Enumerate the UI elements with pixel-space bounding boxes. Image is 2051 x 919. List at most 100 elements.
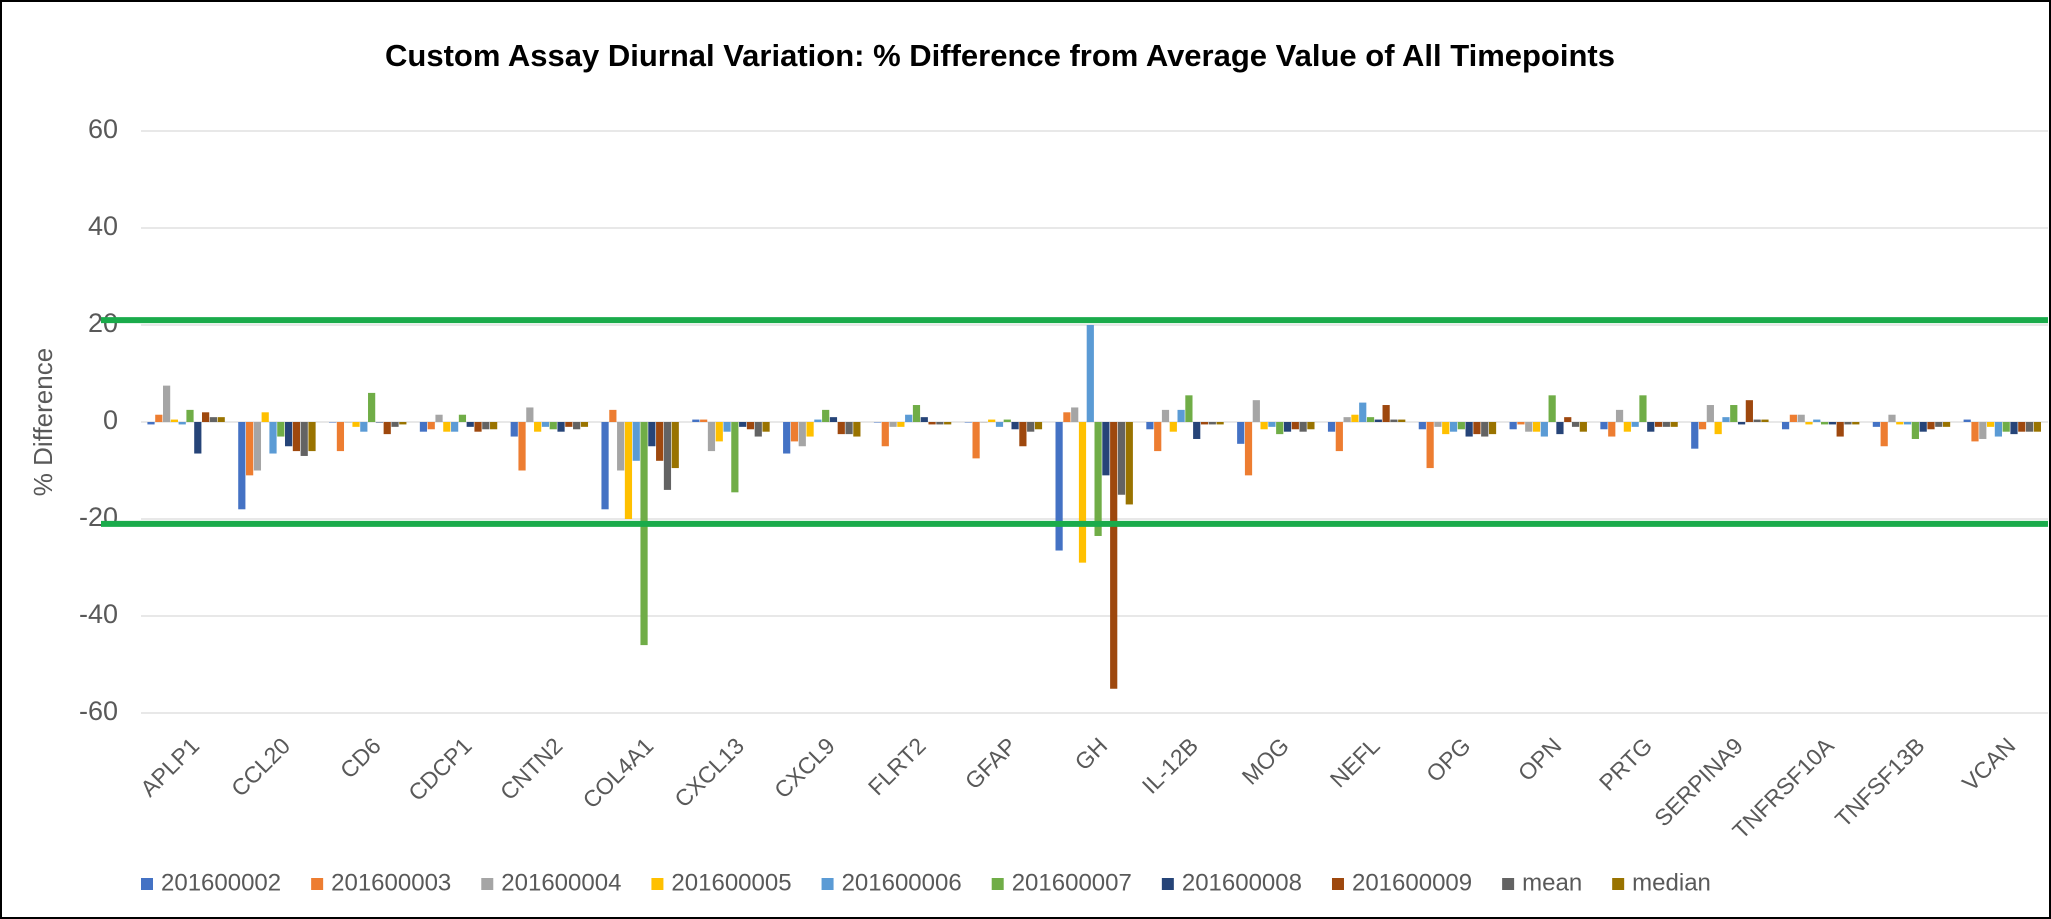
- bar: [1055, 422, 1063, 551]
- legend-swatch: [1331, 878, 1344, 890]
- bar: [640, 422, 648, 646]
- bar: [1244, 422, 1253, 476]
- bar: [253, 422, 262, 471]
- bar: [458, 414, 467, 422]
- bar: [1844, 422, 1852, 425]
- bar: [1517, 422, 1525, 425]
- bar: [1434, 422, 1442, 427]
- bar: [178, 422, 186, 425]
- bar: [731, 422, 739, 493]
- bar: [1691, 422, 1699, 449]
- bar: [1169, 422, 1177, 432]
- bar: [2010, 422, 2018, 435]
- bar: [964, 422, 972, 423]
- bar: [1852, 422, 1860, 425]
- bar: [723, 422, 731, 432]
- bar: [715, 422, 723, 442]
- bar: [822, 409, 830, 422]
- bar: [2025, 422, 2034, 432]
- legend-label: 201600002: [161, 869, 281, 896]
- bar: [1094, 422, 1102, 536]
- bar: [1185, 395, 1193, 422]
- bar: [2033, 422, 2041, 432]
- bar: [1979, 422, 1987, 439]
- bar: [1919, 422, 1927, 432]
- bar: [383, 422, 391, 435]
- bar: [1027, 422, 1035, 432]
- bar: [1615, 409, 1624, 422]
- bar: [853, 422, 861, 437]
- bar: [526, 407, 534, 422]
- bar: [1942, 422, 1951, 427]
- bar: [1193, 422, 1201, 439]
- bar: [1753, 419, 1761, 422]
- bar: [1063, 412, 1071, 422]
- bar: [1896, 422, 1904, 425]
- bar: [1125, 422, 1133, 505]
- bar: [1102, 422, 1110, 476]
- bar: [170, 419, 179, 422]
- bar: [443, 422, 451, 432]
- bar: [1034, 422, 1043, 430]
- bar: [707, 422, 716, 452]
- bar: [700, 419, 708, 422]
- bar: [1880, 422, 1888, 447]
- bar: [419, 422, 428, 432]
- bar: [746, 422, 755, 430]
- bar: [1003, 419, 1011, 422]
- bar: [609, 409, 617, 422]
- bar: [510, 422, 518, 437]
- bar: [632, 422, 640, 461]
- bar: [163, 385, 171, 422]
- bar: [292, 422, 301, 452]
- bar: [1986, 422, 1995, 427]
- bar: [1283, 422, 1292, 432]
- y-tick-label: 40: [88, 211, 118, 241]
- bar: [783, 422, 791, 454]
- bar: [1110, 422, 1118, 689]
- bar: [1019, 422, 1027, 447]
- bar: [873, 422, 882, 423]
- bar: [1813, 419, 1821, 422]
- bar: [344, 422, 352, 423]
- bar: [1540, 422, 1548, 437]
- bar: [217, 417, 225, 422]
- bar: [1343, 417, 1351, 422]
- bar: [2018, 422, 2026, 432]
- bar: [1154, 422, 1162, 452]
- bar: [308, 422, 316, 452]
- bar: [474, 422, 482, 432]
- bar: [1639, 395, 1647, 422]
- bar: [1706, 405, 1714, 422]
- bar: [269, 422, 277, 454]
- y-tick-label: 0: [103, 405, 118, 435]
- bar: [261, 412, 269, 422]
- bar: [1805, 422, 1813, 425]
- bar: [1442, 422, 1450, 435]
- y-tick-label: -20: [79, 502, 118, 532]
- bar: [518, 422, 526, 471]
- bar: [754, 422, 762, 437]
- bar: [1670, 422, 1678, 427]
- legend-label: 201600006: [842, 869, 962, 896]
- legend-swatch: [1612, 878, 1625, 890]
- bar: [1903, 422, 1912, 425]
- bar: [928, 422, 936, 425]
- bar: [186, 409, 194, 422]
- legend-label: 201600008: [1182, 869, 1302, 896]
- bar: [541, 422, 550, 427]
- bar: [1828, 422, 1836, 425]
- bar: [1161, 409, 1170, 422]
- bar: [1532, 422, 1541, 432]
- bar: [490, 422, 498, 430]
- bar: [1971, 422, 1979, 442]
- bar: [1390, 419, 1398, 422]
- bar: [1237, 422, 1245, 444]
- bar: [300, 422, 308, 456]
- bar: [1366, 417, 1375, 422]
- bar: [573, 422, 581, 430]
- bar: [1488, 422, 1497, 435]
- bar: [1631, 422, 1639, 427]
- bar: [1654, 422, 1663, 427]
- bar: [435, 414, 443, 422]
